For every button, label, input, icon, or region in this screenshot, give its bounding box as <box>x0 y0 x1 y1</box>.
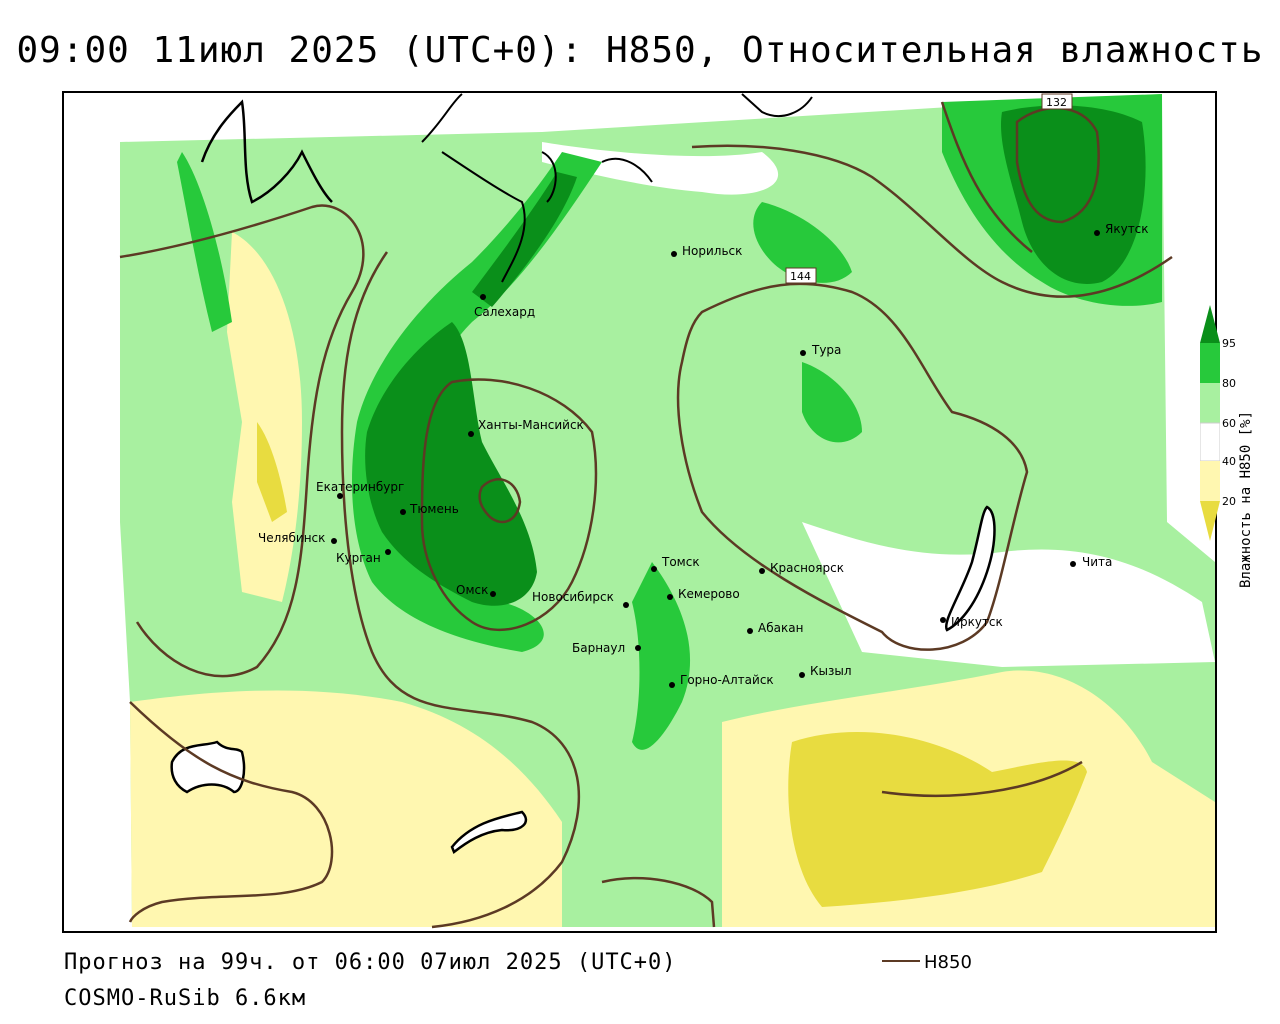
legend-label: H850 <box>924 952 972 973</box>
city-label: Омск <box>456 583 488 597</box>
colorbar-tick: 60 <box>1222 417 1236 430</box>
h850-contour <box>420 378 598 632</box>
moist-area <box>802 362 862 443</box>
city-tura: Тура <box>800 343 841 357</box>
map-canvas: 132 144 Салехард Норильск Якутск Тура Ха… <box>64 93 1215 929</box>
city-label: Томск <box>661 555 700 569</box>
city-kemerovo: Кемерово <box>667 587 740 601</box>
city-omsk: Омск <box>456 583 496 597</box>
city-tyumen: Тюмень <box>400 502 459 516</box>
low-humidity-area <box>542 142 779 195</box>
colorbar-tick: 80 <box>1222 377 1236 390</box>
h850-contour <box>128 701 334 923</box>
very-dry-area <box>257 422 287 522</box>
city-label: Салехард <box>474 305 535 319</box>
city-khanty-mansiysk: Ханты-Мансийск <box>468 418 584 437</box>
h850-contour <box>340 251 581 929</box>
city-norilsk: Норильск <box>671 244 742 258</box>
model-name: COSMO-RuSib 6.6км <box>64 986 307 1011</box>
city-chelyabinsk: Челябинск <box>258 531 337 545</box>
colorbar-tick: 40 <box>1222 455 1236 468</box>
coastline <box>421 93 557 283</box>
low-humidity-area <box>64 94 120 927</box>
map-title: 09:00 11июл 2025 (UTC+0): H850, Относите… <box>16 30 1264 71</box>
legend-line-swatch <box>882 960 920 962</box>
h850-contour <box>601 876 716 928</box>
colorbar-segment <box>1200 343 1220 383</box>
city-label: Екатеринбург <box>316 480 404 494</box>
city-label: Тюмень <box>409 502 459 516</box>
low-humidity-area <box>802 522 1215 667</box>
city-krasnoyarsk: Красноярск <box>759 561 844 575</box>
very-moist-area <box>1001 105 1146 284</box>
forecast-info: Прогноз на 99ч. от 06:00 07июл 2025 (UTC… <box>64 950 677 975</box>
moist-area <box>753 202 852 283</box>
colorbar-segment <box>1200 461 1220 501</box>
moist-area <box>632 562 691 750</box>
h850-contour <box>478 478 522 524</box>
very-moist-area <box>365 322 537 606</box>
h850-contour <box>691 144 1173 298</box>
coastline <box>200 99 333 204</box>
city-salekhard: Салехард <box>474 294 535 319</box>
city-barnaul: Барнаул <box>572 641 641 655</box>
city-label: Барнаул <box>572 641 625 655</box>
very-moist-area <box>472 172 577 307</box>
city-label: Иркутск <box>951 615 1003 629</box>
city-chita: Чита <box>1070 555 1112 569</box>
colorbar-segment <box>1200 422 1220 462</box>
city-label: Новосибирск <box>532 590 614 604</box>
colorbar-segment <box>1200 383 1220 423</box>
city-kurgan: Курган <box>336 549 391 565</box>
city-abakan: Абакан <box>747 621 803 635</box>
colorbar-tick: 95 <box>1222 337 1236 350</box>
city-gorno-altaysk: Горно-Алтайск <box>669 673 774 688</box>
city-label: Норильск <box>682 244 742 258</box>
weather-map: 132 144 Салехард Норильск Якутск Тура Ха… <box>62 91 1217 933</box>
h850-contour <box>119 204 365 678</box>
city-label: Тура <box>811 343 841 357</box>
lake-balkhash <box>450 810 528 854</box>
city-yekaterinburg: Екатеринбург <box>316 480 404 499</box>
city-kyzyl: Кызыл <box>799 664 852 678</box>
city-irkutsk: Иркутск <box>940 615 1003 629</box>
coastline <box>601 93 813 183</box>
humidity-colorbar <box>1200 305 1220 541</box>
contour-label-box <box>1041 93 1073 110</box>
aral-sea <box>170 740 246 794</box>
lake-baikal <box>944 505 996 632</box>
h850-contour <box>940 101 1033 253</box>
city-label: Кемерово <box>678 587 740 601</box>
city-label: Ханты-Мансийск <box>478 418 584 432</box>
city-label: Абакан <box>758 621 803 635</box>
city-tomsk: Томск <box>651 555 700 572</box>
city-label: Якутск <box>1105 222 1149 236</box>
city-label: Кызыл <box>810 664 852 678</box>
city-label: Чита <box>1082 555 1112 569</box>
very-dry-area <box>788 732 1087 907</box>
h850-contour <box>881 760 1083 797</box>
city-novosibirsk: Новосибирск <box>532 590 629 608</box>
contour-label-144: 144 <box>790 270 811 283</box>
h850-contour <box>676 282 1029 651</box>
city-markers: Салехард Норильск Якутск Тура Ханты-Манс… <box>258 222 1149 688</box>
colorbar-title: Влажность на H850 [%] <box>1238 410 1254 588</box>
colorbar-top-arrow <box>1200 305 1220 343</box>
city-yakutsk: Якутск <box>1094 222 1149 236</box>
city-label: Горно-Алтайск <box>680 673 774 687</box>
city-label: Красноярск <box>770 561 844 575</box>
colorbar-bottom-arrow <box>1200 501 1220 541</box>
contour-label-132: 132 <box>1046 96 1067 109</box>
city-label: Курган <box>336 551 381 565</box>
moist-area <box>177 152 232 332</box>
city-label: Челябинск <box>258 531 325 545</box>
contour-label-box <box>785 267 817 284</box>
colorbar-tick: 20 <box>1222 495 1236 508</box>
